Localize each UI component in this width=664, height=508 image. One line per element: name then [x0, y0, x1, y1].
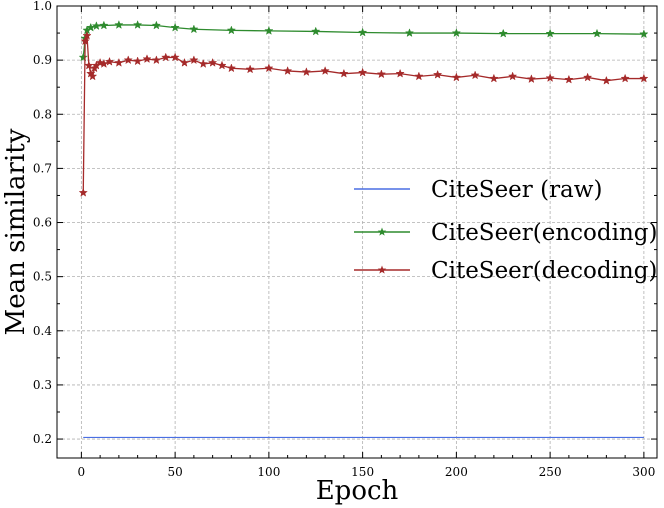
x-tick-label: 250: [539, 465, 562, 479]
series-2-point: [245, 64, 255, 74]
series-2-point: [198, 59, 208, 68]
series-2-point: [84, 60, 94, 70]
series-2-point: [451, 72, 462, 82]
x-tick-label: 50: [167, 465, 182, 479]
series-2-point: [395, 68, 405, 78]
y-tick-label: 0.3: [33, 378, 52, 392]
series-2-point: [470, 70, 480, 80]
series-2-point: [87, 71, 98, 81]
series-2-point: [489, 73, 499, 83]
series-2-point: [123, 55, 133, 65]
tick-labels: 0 50 100 150 200 250 300 0.2 0.3 0.4 0.5 0.6 0.7 0.8 0…: [33, 0, 655, 479]
series-1-point: [264, 25, 274, 35]
series-2-point: [142, 54, 152, 64]
series-2-point: [264, 63, 274, 73]
series-2-point: [507, 71, 518, 81]
series-1-point: [86, 22, 96, 32]
series-2-point: [339, 68, 349, 78]
series-2-point: [161, 52, 171, 62]
series-1-point: [498, 28, 508, 38]
series-1-point: [404, 28, 415, 38]
legend-label-encoding: CiteSeer(encoding): [431, 220, 658, 246]
series-layer: [78, 20, 649, 439]
legend-marker-encoding: [377, 227, 387, 236]
series-1-point: [357, 27, 368, 37]
series-2-point: [301, 67, 312, 77]
series-1-point: [170, 22, 180, 32]
y-tick-label: 0.8: [33, 107, 52, 121]
series-2-point: [99, 59, 109, 68]
series-2-point: [432, 69, 443, 79]
series-2-point: [189, 55, 199, 65]
legend-label-decoding: CiteSeer(decoding): [431, 258, 657, 284]
series-1-point: [592, 28, 602, 38]
series-2-point: [620, 73, 630, 83]
y-tick-label: 0.7: [33, 161, 52, 175]
x-tick-label: 100: [257, 465, 280, 479]
series-1-point: [545, 28, 555, 38]
series-1-point: [114, 20, 124, 29]
series-2-point: [357, 67, 368, 77]
x-tick-label: 300: [632, 465, 655, 479]
series-2-point: [78, 187, 88, 197]
series-1-point: [99, 20, 109, 30]
x-tick-label: 150: [351, 465, 374, 479]
x-tick-label: 200: [445, 465, 468, 479]
series-line-1: [82, 24, 644, 58]
series-2-point: [104, 56, 115, 66]
series-2-point: [320, 66, 330, 75]
series-1-point: [91, 21, 102, 31]
series-1-point: [78, 52, 88, 62]
series-1-point: [189, 24, 199, 34]
series-1-point: [132, 20, 143, 29]
y-tick-label: 0.9: [33, 53, 52, 67]
series-2-point: [414, 71, 424, 81]
series-2-point: [151, 55, 162, 65]
series-1-point: [451, 28, 462, 38]
series-2-point: [601, 75, 612, 85]
series-2-point: [114, 57, 124, 67]
series-2-point: [582, 72, 593, 82]
series-2-point: [207, 57, 218, 67]
series-1-point: [226, 25, 237, 35]
legend-marker-decoding: [377, 265, 387, 274]
series-2-point: [217, 60, 227, 70]
y-axis-title: Mean similarity: [1, 128, 31, 335]
series-2-point: [80, 36, 90, 46]
series-2-point: [282, 66, 293, 75]
x-axis-title: Epoch: [316, 476, 399, 506]
x-tick-label: 0: [78, 465, 86, 479]
y-tick-label: 0.6: [33, 216, 52, 230]
series-2-point: [545, 73, 555, 82]
grid: [57, 5, 657, 458]
series-2-point: [526, 74, 537, 84]
series-1-point: [311, 26, 321, 36]
series-2-point: [82, 30, 92, 40]
y-tick-label: 0.2: [33, 432, 52, 446]
series-1-point: [639, 29, 649, 39]
y-tick-label: 0.4: [33, 324, 52, 338]
series-1-point: [151, 20, 162, 30]
legend: CiteSeer (raw) CiteSeer(encoding) CiteSe…: [354, 177, 658, 284]
axis-ticks: [57, 5, 657, 458]
legend-label-raw: CiteSeer (raw): [431, 177, 602, 203]
series-2-point: [170, 52, 180, 62]
plot-frame: [56, 5, 658, 459]
series-2-point: [132, 56, 143, 66]
series-2-point: [564, 74, 574, 84]
y-tick-label: 0.5: [33, 270, 52, 284]
series-2-point: [376, 69, 387, 79]
series-2-point: [639, 73, 649, 83]
y-tick-label: 1.0: [33, 0, 52, 13]
series-2-point: [179, 57, 190, 67]
series-2-point: [226, 63, 237, 73]
